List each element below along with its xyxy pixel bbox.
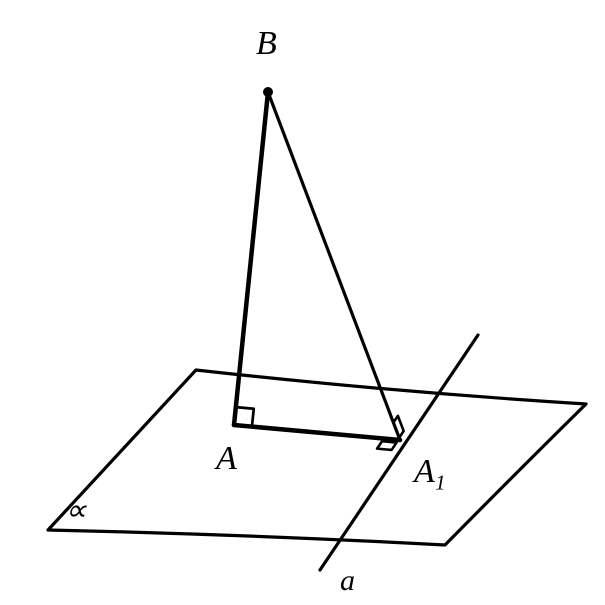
label-A: A — [214, 440, 237, 477]
label-plane-alpha: ∝ — [65, 494, 87, 527]
labels: BAA1∝a — [65, 25, 446, 597]
label-A1-sub: 1 — [435, 470, 446, 494]
plane-alpha — [48, 370, 586, 545]
vertex-points — [263, 87, 273, 97]
segment-AA1 — [234, 425, 400, 440]
label-line-a: a — [340, 564, 355, 597]
label-B: B — [256, 25, 277, 62]
right-angle-at-A1-lower — [377, 441, 396, 450]
geometry-diagram: BAA1∝a — [0, 0, 605, 605]
segment-BA1 — [268, 92, 400, 440]
point-B-dot — [263, 87, 273, 97]
plane-outline — [48, 370, 586, 545]
label-A1: A — [412, 453, 435, 490]
right-angle-at-A1-upper — [393, 416, 403, 438]
